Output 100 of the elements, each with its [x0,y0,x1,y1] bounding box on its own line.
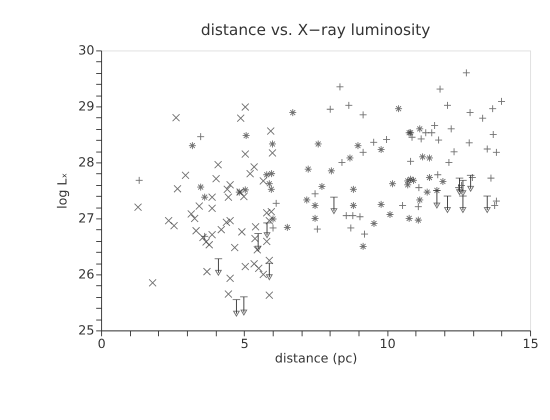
point [414,216,422,224]
y-tick-label: 26 [78,266,94,282]
point [326,105,334,114]
point [462,68,470,77]
point [224,193,232,202]
point [217,226,226,234]
point [269,215,277,223]
x-tick-label: 0 [98,336,106,352]
point [240,192,248,201]
point [423,188,432,196]
point [254,264,263,272]
point [406,157,415,166]
point [377,146,386,154]
y-tick-label: 25 [78,322,94,338]
point [190,214,199,222]
point [488,104,497,113]
point [254,246,262,252]
x-tick-label: 15 [522,336,539,352]
point [174,184,182,193]
point [226,274,234,282]
point [348,212,357,220]
point [242,132,250,140]
y-axis-title: log Lₓ [54,172,70,209]
point [359,242,368,250]
point [259,176,268,185]
point [467,186,474,192]
point [416,124,424,133]
point [318,182,326,190]
point [266,274,273,280]
point [484,207,491,213]
point [264,232,270,238]
point [327,166,336,175]
point [414,184,423,192]
point [492,148,500,156]
point [377,200,386,208]
point [265,216,274,225]
point [406,175,415,184]
point [259,270,268,278]
point [344,101,353,110]
point [265,291,274,300]
point [405,214,414,222]
point [214,160,222,169]
point [265,256,274,264]
point [208,230,216,239]
point [302,196,311,204]
point [134,203,142,212]
point [268,140,276,148]
point [414,202,422,211]
point [262,237,271,246]
point [253,246,262,254]
point [246,170,254,178]
chart-title: distance vs. X−ray luminosity [200,21,430,40]
point [196,183,205,192]
point [196,132,205,141]
point [192,226,200,235]
point [428,128,436,137]
point [416,196,424,204]
point [187,210,196,218]
point [148,278,157,287]
point [215,270,222,276]
point [388,180,397,188]
point [238,228,246,236]
point [370,220,378,228]
point [438,178,447,186]
y-tick-label: 27 [78,210,94,226]
point [354,142,362,150]
point [236,114,245,122]
point [447,124,456,133]
x-tick-label: 10 [380,336,396,352]
point [444,207,451,213]
point [422,128,430,137]
point [135,176,144,184]
x-axis-title: distance (pc) [274,350,358,366]
point [460,190,466,196]
y-tick-label: 30 [78,42,94,58]
point [268,148,276,157]
point [212,174,220,183]
point [164,216,173,225]
point [182,171,190,180]
point [432,186,441,194]
point [349,202,358,210]
point [250,260,258,268]
point [226,216,234,225]
point [330,208,338,214]
point [241,150,250,158]
point [170,222,178,230]
y-tick-label: 28 [78,154,94,170]
point [370,138,378,146]
point [394,104,403,113]
point [311,190,320,198]
point [359,110,368,119]
point [241,103,250,111]
point [465,138,474,147]
point [265,180,274,188]
point [172,114,180,122]
point [311,214,320,222]
point [188,142,196,150]
point [346,154,354,162]
point [224,290,232,298]
point [240,310,248,316]
